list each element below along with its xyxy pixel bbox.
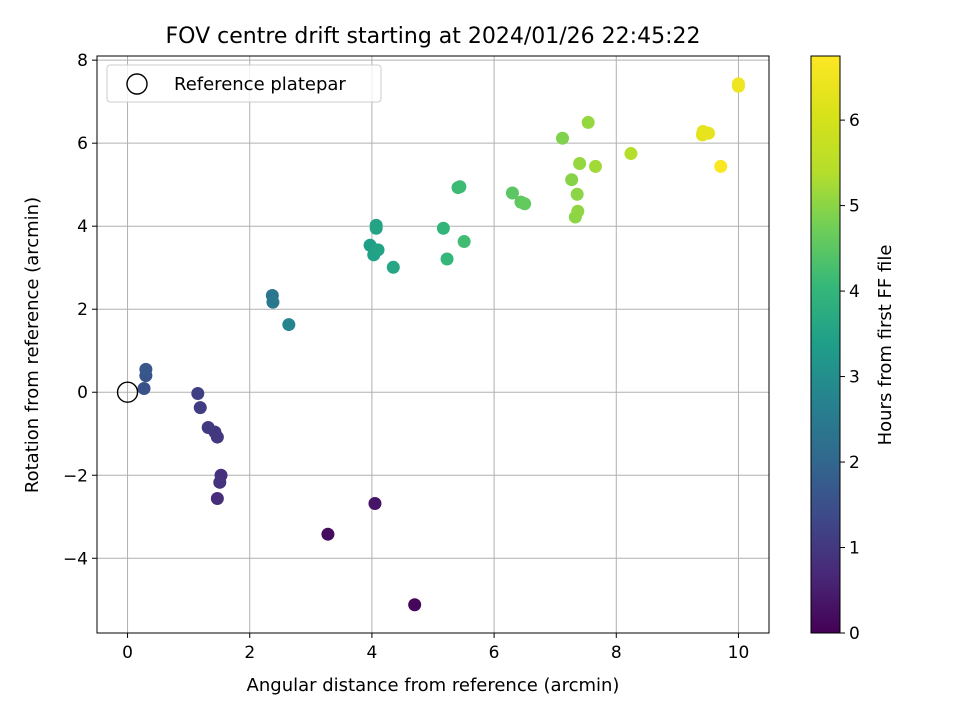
colorbar-tick-label: 6 [849,111,860,131]
colorbar-tick-label: 1 [849,539,860,559]
colorbar-gradient [810,55,841,634]
x-tick-label: 6 [489,643,500,663]
y-axis-ticks: −4 −2 0 2 4 6 8 [63,51,97,569]
x-axis-ticks: 0 2 4 6 8 10 [122,633,749,663]
data-point [193,401,207,415]
data-point [581,115,595,129]
data-point [371,243,385,257]
plot-area: 0 2 4 6 8 10 −4 −2 0 2 4 6 8 [63,51,770,663]
y-tick-label: 2 [77,300,88,320]
x-tick-label: 0 [122,643,133,663]
plot-frame [96,55,770,634]
data-point [453,180,467,194]
data-point [210,430,224,444]
data-point [369,218,383,232]
y-tick-label: 8 [77,51,88,71]
data-point [201,421,215,435]
data-point [408,598,422,612]
data-point [266,295,280,309]
x-tick-label: 8 [611,643,622,663]
data-point [702,126,716,140]
y-tick-label: −4 [63,549,88,569]
colorbar-tick-label: 3 [849,368,860,388]
legend: Reference platepar [106,64,382,103]
data-point [714,159,728,173]
data-point [436,221,450,235]
plot-background [97,56,769,633]
colorbar-tick-label: 5 [849,197,860,217]
x-tick-label: 2 [244,643,255,663]
data-point [573,157,587,171]
x-tick-label: 4 [366,643,377,663]
data-point [556,131,570,145]
scatter-points [137,77,745,612]
y-axis-label: Rotation from reference (arcmin) [22,197,43,493]
data-point [589,159,603,173]
reference-platepar-marker [116,381,139,403]
data-point [321,527,335,541]
data-point [139,362,153,376]
data-point [518,197,532,211]
data-point [137,382,151,396]
x-axis-label: Angular distance from reference (arcmin) [247,675,620,696]
colorbar: 0 1 2 3 4 5 6 Hours from first FF file [810,55,896,644]
legend-marker [126,73,148,95]
legend-label: Reference platepar [174,74,346,95]
data-point [368,496,382,510]
y-tick-label: 6 [77,134,88,154]
data-point [440,252,454,266]
data-point [570,187,584,201]
data-point [210,492,224,506]
data-point [624,147,638,161]
data-point [505,186,519,200]
data-point [565,173,579,187]
colorbar-tick-label: 2 [849,453,860,473]
colorbar-ticks: 0 1 2 3 4 5 6 [840,111,860,644]
data-point [213,475,227,489]
reference-point [116,381,139,403]
colorbar-label: Hours from first FF file [875,245,896,446]
colorbar-tick-label: 4 [849,282,860,302]
y-tick-label: 4 [77,217,88,237]
data-point [731,79,745,93]
data-point [457,235,471,249]
colorbar-tick-label: 0 [849,624,860,644]
data-point [571,204,585,218]
grid [97,56,769,633]
data-point [191,386,205,400]
data-point [386,260,400,274]
y-tick-label: −2 [63,466,88,486]
y-tick-label: 0 [77,383,88,403]
data-point [282,318,296,332]
legend-box [106,64,382,103]
x-tick-label: 10 [728,643,750,663]
chart-title: FOV centre drift starting at 2024/01/26 … [166,24,701,49]
